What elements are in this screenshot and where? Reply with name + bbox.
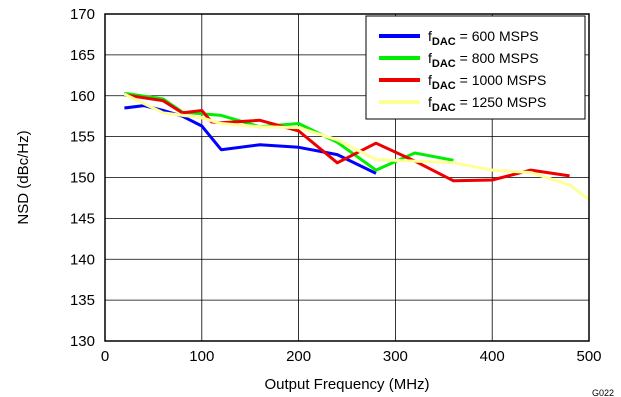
x-axis-ticks: 0 100 200 300 400 500 <box>101 348 602 365</box>
x-tick-label: 300 <box>383 348 408 365</box>
y-tick-label: 140 <box>70 251 95 268</box>
legend-label: fDAC = 800 MSPS <box>428 50 539 70</box>
x-axis-label: Output Frequency (MHz) <box>264 376 429 393</box>
y-tick-label: 165 <box>70 47 95 64</box>
series-line-3 <box>123 92 590 201</box>
legend-label: fDAC = 1250 MSPS <box>428 94 546 114</box>
x-tick-label: 100 <box>189 348 214 365</box>
y-axis-ticks: 130 135 140 145 150 155 160 165 170 <box>70 6 95 350</box>
y-axis-label: NSD (dBc/Hz) <box>15 130 32 224</box>
x-tick-label: 500 <box>576 348 601 365</box>
x-tick-label: 0 <box>101 348 109 365</box>
plot-frame <box>104 13 590 342</box>
y-tick-label: 135 <box>70 292 95 309</box>
series-line-2 <box>124 93 570 183</box>
legend-label: fDAC = 600 MSPS <box>428 28 539 48</box>
legend-label: fDAC = 1000 MSPS <box>428 72 546 92</box>
x-tick-label: 200 <box>286 348 311 365</box>
y-tick-label: 160 <box>70 88 95 105</box>
figure-id: G022 <box>592 388 614 397</box>
x-tick-label: 400 <box>480 348 505 365</box>
y-tick-label: 155 <box>70 129 95 146</box>
y-tick-label: 170 <box>70 6 95 23</box>
y-tick-label: 150 <box>70 170 95 187</box>
y-tick-label: 145 <box>70 210 95 227</box>
series-lines <box>123 91 590 201</box>
y-tick-label: 130 <box>70 333 95 350</box>
